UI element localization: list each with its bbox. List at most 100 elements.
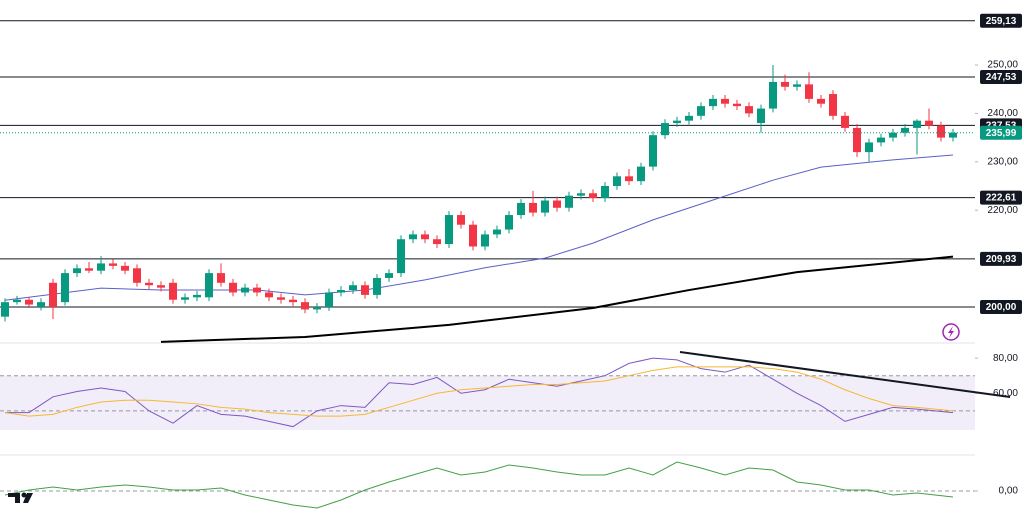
candle-body	[577, 193, 585, 196]
candle-body	[385, 273, 393, 278]
candle-body	[721, 98, 729, 104]
candle-body	[469, 224, 477, 247]
candle-body	[673, 120, 681, 124]
candle-body	[13, 299, 21, 303]
candle-body	[241, 287, 249, 293]
y-tick-label: 0,00	[999, 486, 1019, 497]
indicator-line	[4, 461, 954, 509]
candle-body	[73, 268, 81, 274]
candle-body	[625, 176, 633, 182]
last-price-label: 235,99	[986, 128, 1017, 139]
candle-body	[805, 84, 813, 99]
candle-body	[505, 215, 513, 230]
candle-body	[121, 265, 129, 271]
candle-body	[109, 263, 117, 266]
candle-body	[409, 234, 417, 240]
candle-body	[517, 202, 525, 216]
candle-body	[25, 299, 33, 305]
candle-body	[685, 115, 693, 121]
candle-body	[37, 302, 45, 307]
candle-body	[817, 98, 825, 104]
candle-body	[541, 200, 549, 213]
candle-body	[97, 263, 105, 271]
alert-icon[interactable]	[942, 323, 960, 341]
candle-body	[913, 120, 921, 128]
candle-body	[397, 239, 405, 274]
candle-body	[445, 215, 453, 245]
candle-body	[601, 185, 609, 199]
candle-body	[697, 106, 705, 116]
candle-body	[1, 302, 9, 317]
candle-body	[181, 297, 189, 300]
candle-body	[85, 268, 93, 271]
y-tick-label: 80,00	[993, 353, 1018, 364]
candle-body	[613, 176, 621, 186]
candle-body	[529, 202, 537, 213]
candle-body	[901, 127, 909, 133]
y-tick-label: 250,00	[987, 60, 1018, 71]
candle-body	[793, 84, 801, 87]
level-label: 209,93	[986, 254, 1017, 265]
candle-body	[661, 123, 669, 136]
level-label: 259,13	[986, 16, 1017, 27]
candle-body	[877, 137, 885, 143]
indicator-line	[4, 366, 954, 417]
candle-body	[493, 229, 501, 235]
candle-body	[745, 106, 753, 114]
candle-body	[217, 273, 225, 283]
last-price-box	[980, 125, 1022, 140]
level-label: 222,61	[986, 193, 1017, 204]
level-label-box	[980, 299, 1022, 314]
tradingview-logo	[8, 492, 33, 503]
candle-body	[781, 81, 789, 87]
candle-body	[769, 81, 777, 109]
level-label-box	[980, 13, 1022, 28]
y-tick-label: 240,00	[987, 108, 1018, 119]
candle-body	[757, 108, 765, 124]
candle-body	[925, 120, 933, 126]
level-label: 247,53	[986, 72, 1017, 83]
level-label-box	[980, 190, 1022, 205]
candle-body	[205, 273, 213, 298]
candle-body	[301, 302, 309, 310]
indicator-line	[160, 255, 954, 343]
candle-body	[829, 94, 837, 116]
rsi-band	[0, 375, 975, 430]
candle-body	[61, 273, 69, 303]
candle-body	[433, 239, 441, 245]
y-tick-label: 220,00	[987, 205, 1018, 216]
candle-body	[313, 306, 321, 310]
candle-body	[337, 290, 345, 293]
candle-body	[193, 294, 201, 298]
candle-body	[949, 132, 957, 138]
candle-body	[145, 282, 153, 286]
candle-body	[649, 135, 657, 167]
candle-body	[637, 166, 645, 182]
candle-body	[457, 215, 465, 225]
candle-body	[277, 297, 285, 300]
y-tick-label: 60,00	[993, 388, 1018, 399]
candle-body	[325, 292, 333, 307]
candle-body	[481, 234, 489, 247]
candle-body	[853, 127, 861, 153]
candle-body	[889, 132, 897, 138]
candle-body	[565, 195, 573, 208]
level-label: 200,00	[986, 302, 1017, 313]
candle-body	[169, 282, 177, 300]
level-label-box	[980, 251, 1022, 266]
candle-body	[49, 282, 57, 307]
trend-line	[679, 351, 1011, 398]
candle-body	[229, 282, 237, 293]
indicator-line	[5, 357, 954, 428]
candle-body	[361, 285, 369, 295]
candle-body	[865, 142, 873, 153]
candle-body	[349, 285, 357, 291]
candle-body	[373, 277, 381, 295]
candle-body	[421, 234, 429, 240]
candle-body	[253, 287, 261, 293]
candle-body	[709, 98, 717, 107]
candle-body	[733, 103, 741, 107]
candle-body	[133, 268, 141, 283]
candle-body	[937, 125, 945, 138]
